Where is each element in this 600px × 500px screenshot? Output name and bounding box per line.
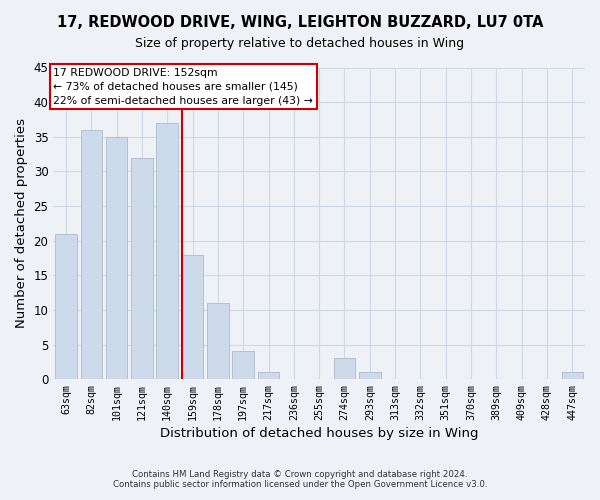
Bar bbox=[207, 303, 229, 379]
Text: 17, REDWOOD DRIVE, WING, LEIGHTON BUZZARD, LU7 0TA: 17, REDWOOD DRIVE, WING, LEIGHTON BUZZAR… bbox=[57, 15, 543, 30]
Bar bbox=[157, 123, 178, 379]
Bar bbox=[182, 254, 203, 379]
Y-axis label: Number of detached properties: Number of detached properties bbox=[15, 118, 28, 328]
Bar bbox=[232, 352, 254, 379]
Bar bbox=[258, 372, 279, 379]
Text: Size of property relative to detached houses in Wing: Size of property relative to detached ho… bbox=[136, 38, 464, 51]
Bar bbox=[80, 130, 102, 379]
Bar bbox=[334, 358, 355, 379]
Bar bbox=[106, 137, 127, 379]
Bar bbox=[131, 158, 152, 379]
Text: Contains HM Land Registry data © Crown copyright and database right 2024.
Contai: Contains HM Land Registry data © Crown c… bbox=[113, 470, 487, 489]
X-axis label: Distribution of detached houses by size in Wing: Distribution of detached houses by size … bbox=[160, 427, 478, 440]
Text: 17 REDWOOD DRIVE: 152sqm
← 73% of detached houses are smaller (145)
22% of semi-: 17 REDWOOD DRIVE: 152sqm ← 73% of detach… bbox=[53, 68, 313, 106]
Bar bbox=[562, 372, 583, 379]
Bar bbox=[359, 372, 380, 379]
Bar bbox=[55, 234, 77, 379]
